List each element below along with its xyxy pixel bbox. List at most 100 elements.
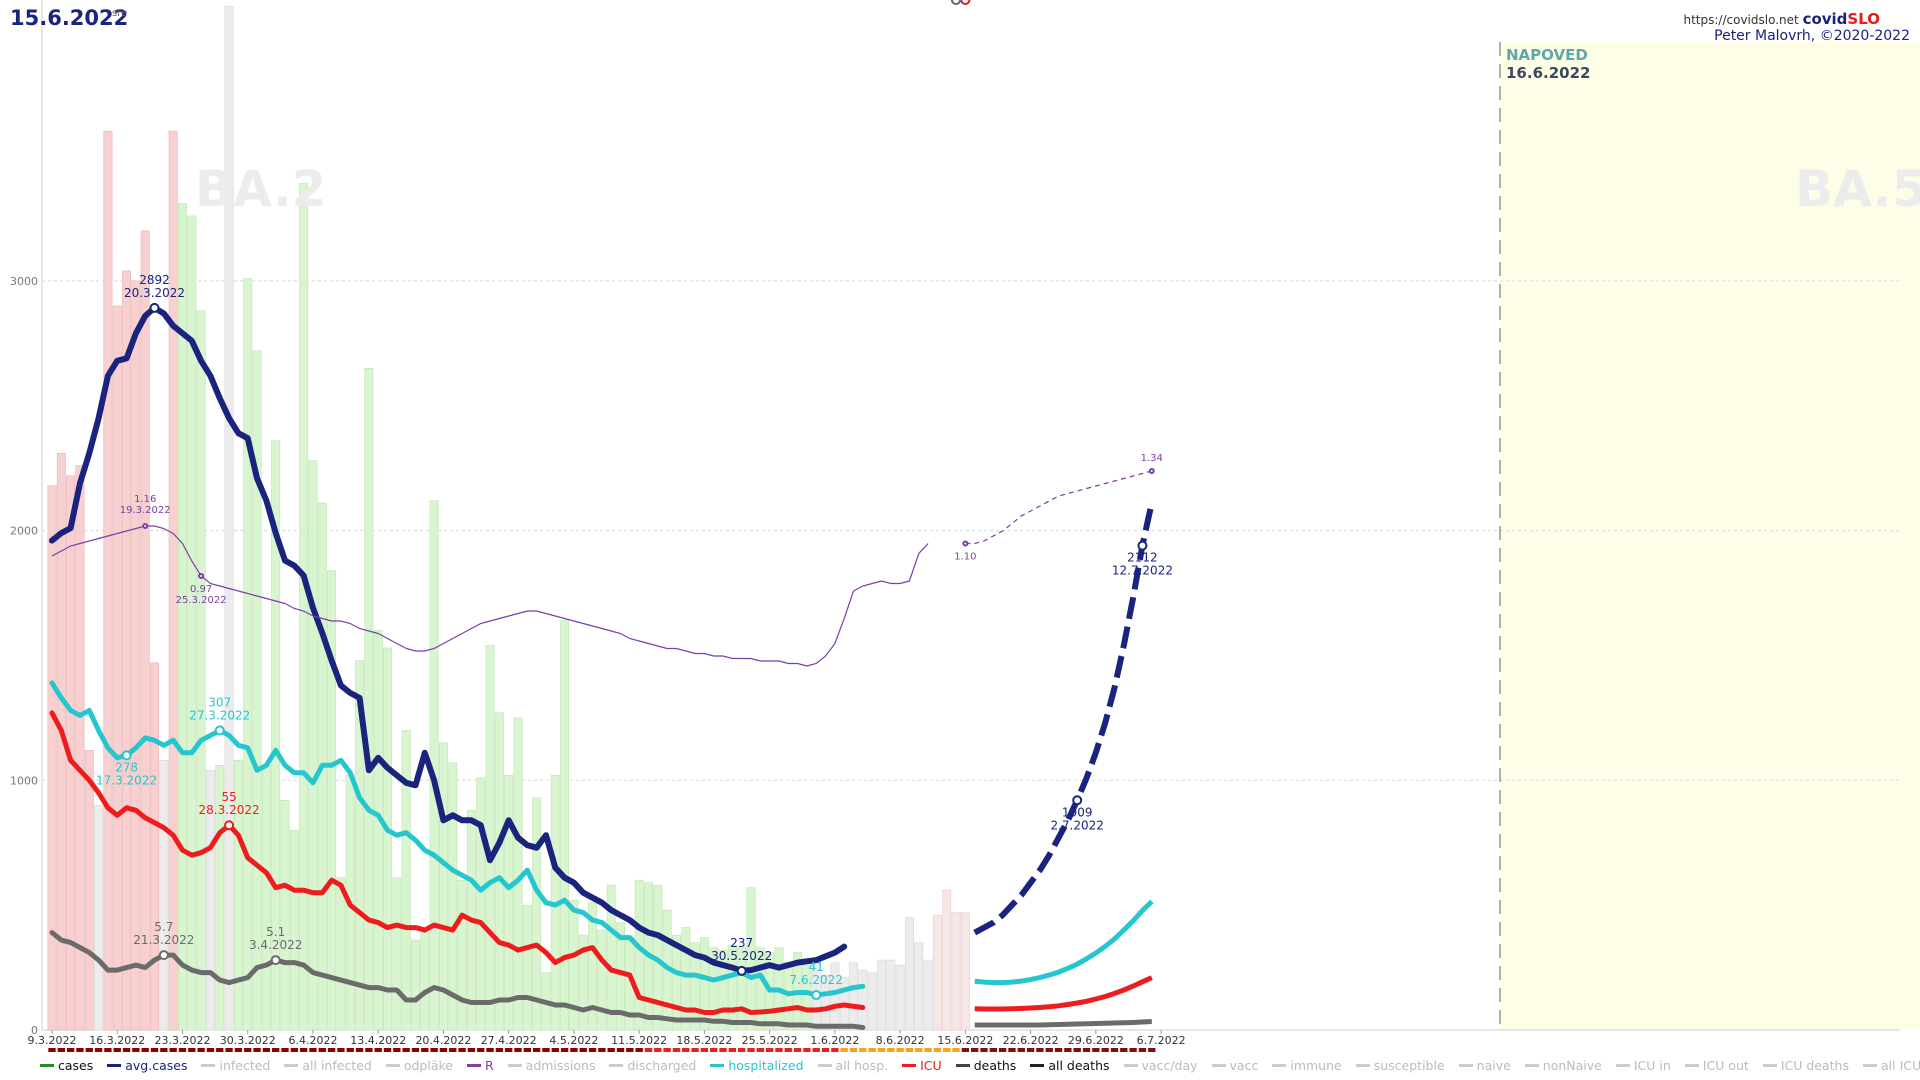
legend-item-susceptible[interactable]: susceptible	[1355, 1055, 1445, 1075]
case-bar	[159, 760, 169, 1031]
status-cell	[598, 1048, 606, 1052]
legend-label: hospitalized	[728, 1057, 804, 1073]
status-cell	[85, 1048, 93, 1052]
case-bar	[364, 367, 374, 1031]
case-bar	[327, 570, 337, 1031]
legend-item-odpl-ke[interactable]: odpläke	[385, 1055, 453, 1075]
legend-swatch	[466, 1063, 481, 1067]
annotation-value: 55	[221, 790, 236, 804]
status-cell	[188, 1048, 196, 1052]
legend-label: R	[484, 1057, 494, 1073]
case-bar	[243, 278, 253, 1031]
annotation-value: 237	[730, 936, 753, 950]
status-cell	[1110, 1048, 1119, 1052]
legend-item-infected[interactable]: infected	[201, 1055, 270, 1075]
status-cell	[542, 1048, 550, 1052]
status-cell	[868, 1048, 876, 1052]
status-cell	[877, 1048, 886, 1052]
annotation-marker	[1072, 795, 1083, 806]
status-cell	[458, 1048, 466, 1052]
status-cell	[346, 1048, 354, 1052]
legend-item-icu-in[interactable]: ICU in	[1615, 1055, 1671, 1075]
case-bar	[849, 962, 858, 1031]
legend-item-deaths[interactable]: deaths	[955, 1055, 1016, 1075]
legend-item-all-icu[interactable]: all ICU	[1863, 1055, 1920, 1075]
x-tick-label: 20.4.2022	[415, 1034, 471, 1047]
status-cell	[430, 1048, 438, 1052]
annotation-value: 0.97	[190, 584, 212, 595]
status-cell	[355, 1048, 364, 1052]
legend-swatch	[507, 1063, 522, 1067]
forecast-line-hospitalized	[974, 899, 1154, 986]
status-cell	[337, 1048, 345, 1052]
annotation-date: 12.7.2022	[1112, 564, 1173, 578]
status-cell	[719, 1048, 727, 1052]
legend-item-hospitalized[interactable]: hospitalized	[710, 1055, 804, 1075]
status-cell	[76, 1048, 84, 1052]
site-url[interactable]: https://covidslo.net	[1683, 13, 1799, 27]
case-bar	[94, 804, 104, 1031]
legend-item-icu-out[interactable]: ICU out	[1684, 1055, 1749, 1075]
case-bar	[718, 949, 728, 1031]
legend-item-discharged[interactable]: discharged	[609, 1055, 696, 1075]
author-credit: Peter Malovrh, ©2020-2022	[1714, 28, 1910, 44]
status-cell	[505, 1048, 513, 1052]
legend-item-vacc-day[interactable]: vacc/day	[1123, 1055, 1198, 1075]
legend-item-admissions[interactable]: admissions	[507, 1055, 596, 1075]
case-bar	[504, 775, 514, 1031]
legend-item-r[interactable]: R	[466, 1055, 494, 1075]
status-cell	[532, 1048, 541, 1052]
annotation-marker	[149, 302, 160, 313]
status-cell	[896, 1048, 904, 1052]
annotation-date: 20.3.2022	[124, 286, 185, 300]
legend-label: vacc/day	[1141, 1057, 1198, 1073]
status-cell	[327, 1048, 336, 1052]
legend-item-cases[interactable]: cases	[40, 1055, 93, 1075]
legend-item-vacc[interactable]: vacc	[1211, 1055, 1258, 1075]
legend-item-immune[interactable]: immune	[1272, 1055, 1342, 1075]
status-cell	[169, 1048, 177, 1052]
forecast-label: NAPOVED	[1506, 46, 1588, 64]
legend-swatch	[902, 1063, 917, 1067]
status-cell	[421, 1048, 429, 1052]
status-cell	[1120, 1048, 1128, 1052]
status-cell	[943, 1048, 951, 1052]
annotation-value: 41	[809, 960, 824, 974]
annotation-marker	[214, 725, 225, 736]
case-bar	[47, 485, 57, 1031]
annotation-marker	[121, 750, 132, 761]
annotation-value: 278	[115, 760, 138, 774]
legend-item-icu[interactable]: ICU	[902, 1055, 942, 1075]
status-cell	[57, 1048, 65, 1052]
legend-item-all-infected[interactable]: all infected	[284, 1055, 372, 1075]
status-cell	[691, 1048, 699, 1052]
status-cell	[281, 1048, 289, 1052]
legend-item-avg-cases[interactable]: avg.cases	[107, 1055, 187, 1075]
legend-item-nonnaive[interactable]: nonNaive	[1524, 1055, 1602, 1075]
case-bar	[914, 942, 924, 1031]
status-cell	[570, 1048, 578, 1052]
annotation-date: 19.3.2022	[120, 505, 171, 516]
annotation-value: 1.10	[954, 552, 976, 563]
legend-label: odpläke	[403, 1057, 453, 1073]
legend-label: naive	[1476, 1057, 1511, 1073]
status-cell	[672, 1048, 681, 1052]
legend-item-icu-deaths[interactable]: ICU deaths	[1762, 1055, 1849, 1075]
legend-label: admissions	[525, 1057, 596, 1073]
status-cell	[626, 1048, 634, 1052]
status-cell	[821, 1048, 830, 1052]
status-cell	[383, 1048, 392, 1052]
status-cell	[290, 1048, 298, 1052]
status-cell	[150, 1048, 159, 1052]
status-cell	[952, 1048, 960, 1052]
legend-item-all-deaths[interactable]: all deaths	[1030, 1055, 1110, 1075]
legend-item-all-hosp-[interactable]: all hosp.	[817, 1055, 888, 1075]
legend-item-naive[interactable]: naive	[1458, 1055, 1511, 1075]
annotations: 289220.3.202223730.5.202233410092.7.2022…	[96, 0, 1173, 1001]
status-cell	[1008, 1048, 1016, 1052]
status-cell	[551, 1048, 559, 1052]
case-bar	[383, 647, 392, 1031]
status-cell	[784, 1048, 792, 1052]
status-cell	[467, 1048, 476, 1052]
x-tick-label: 30.3.2022	[220, 1034, 276, 1047]
